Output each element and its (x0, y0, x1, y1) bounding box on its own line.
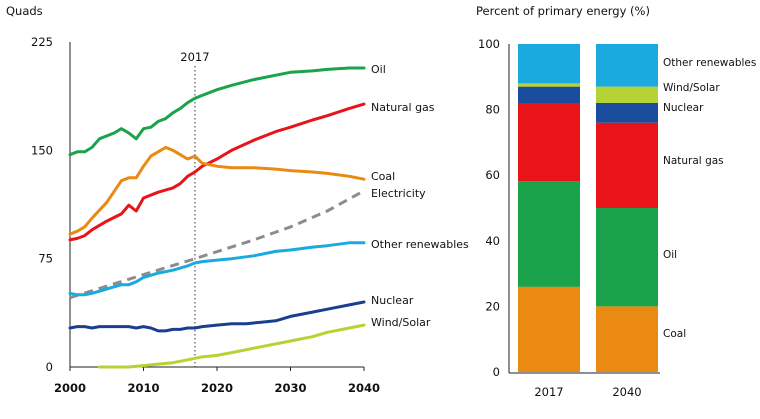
legend-label-coal: Coal (663, 328, 686, 340)
left-x-tick-label: 2000 (54, 381, 86, 395)
left-y-axis-label: Quads (6, 4, 43, 18)
legend-label-oil: Oil (663, 249, 677, 261)
legend-label-natural-gas: Natural gas (663, 155, 724, 167)
legend-label-nuclear: Nuclear (663, 102, 704, 114)
bar-segment-natural-gas-2017 (518, 103, 580, 182)
series-line-oil (68, 66, 366, 157)
legend-label-wind-solar: Wind/Solar (663, 82, 720, 94)
right-y-tick-label: 0 (493, 365, 500, 379)
right-y-tick-label: 100 (478, 37, 500, 51)
series-label-coal: Coal (371, 170, 395, 183)
bar-segment-coal-2040 (596, 306, 658, 372)
year-marker-label: 2017 (180, 50, 209, 64)
series-line-nuclear (68, 300, 366, 333)
series-line-other-renewables (68, 241, 366, 297)
bar-segment-nuclear-2040 (596, 103, 658, 123)
left-y-tick-label: 150 (31, 143, 53, 157)
bar-segment-wind-solar-2017 (518, 83, 580, 87)
bar-segment-natural-gas-2040 (596, 122, 658, 208)
right-y-tick-label: 20 (485, 299, 500, 313)
left-x-tick-label: 2030 (274, 381, 306, 395)
right-chart-title: Percent of primary energy (%) (476, 4, 650, 18)
series-line-natural-gas (68, 102, 366, 242)
left-y-tick-label: 75 (38, 252, 53, 266)
series-line-coal (68, 145, 366, 236)
right-y-tick-label: 80 (485, 103, 500, 117)
series-label-nuclear: Nuclear (371, 294, 414, 307)
bar-segment-other-renewables-2017 (518, 44, 580, 84)
series-label-natural-gas: Natural gas (371, 101, 435, 114)
series-label-electricity: Electricity (371, 187, 426, 200)
left-y-tick-label: 225 (31, 35, 53, 49)
left-x-tick-label: 2020 (201, 381, 233, 395)
series-label-other-renewables: Other renewables (371, 238, 469, 251)
series-label-wind-solar: Wind/Solar (371, 316, 431, 329)
series-label-oil: Oil (371, 63, 386, 76)
bar-segment-nuclear-2017 (518, 86, 580, 103)
left-x-tick-label: 2010 (127, 381, 159, 395)
bar-segment-other-renewables-2040 (596, 44, 658, 87)
bar-segment-coal-2017 (518, 286, 580, 372)
left-x-tick-label: 2040 (348, 381, 380, 395)
series-line-wind-solar (97, 323, 366, 369)
left-y-tick-label: 0 (46, 360, 53, 374)
bar-segment-oil-2040 (596, 208, 658, 307)
right-x-tick-label: 2017 (534, 385, 563, 399)
right-y-tick-label: 60 (485, 168, 500, 182)
series-line-electricity (69, 189, 365, 300)
right-y-tick-label: 40 (485, 234, 500, 248)
bar-segment-wind-solar-2040 (596, 86, 658, 103)
right-x-tick-label: 2040 (612, 385, 641, 399)
legend-label-other-renewables: Other renewables (663, 57, 756, 69)
bar-segment-oil-2017 (518, 181, 580, 287)
